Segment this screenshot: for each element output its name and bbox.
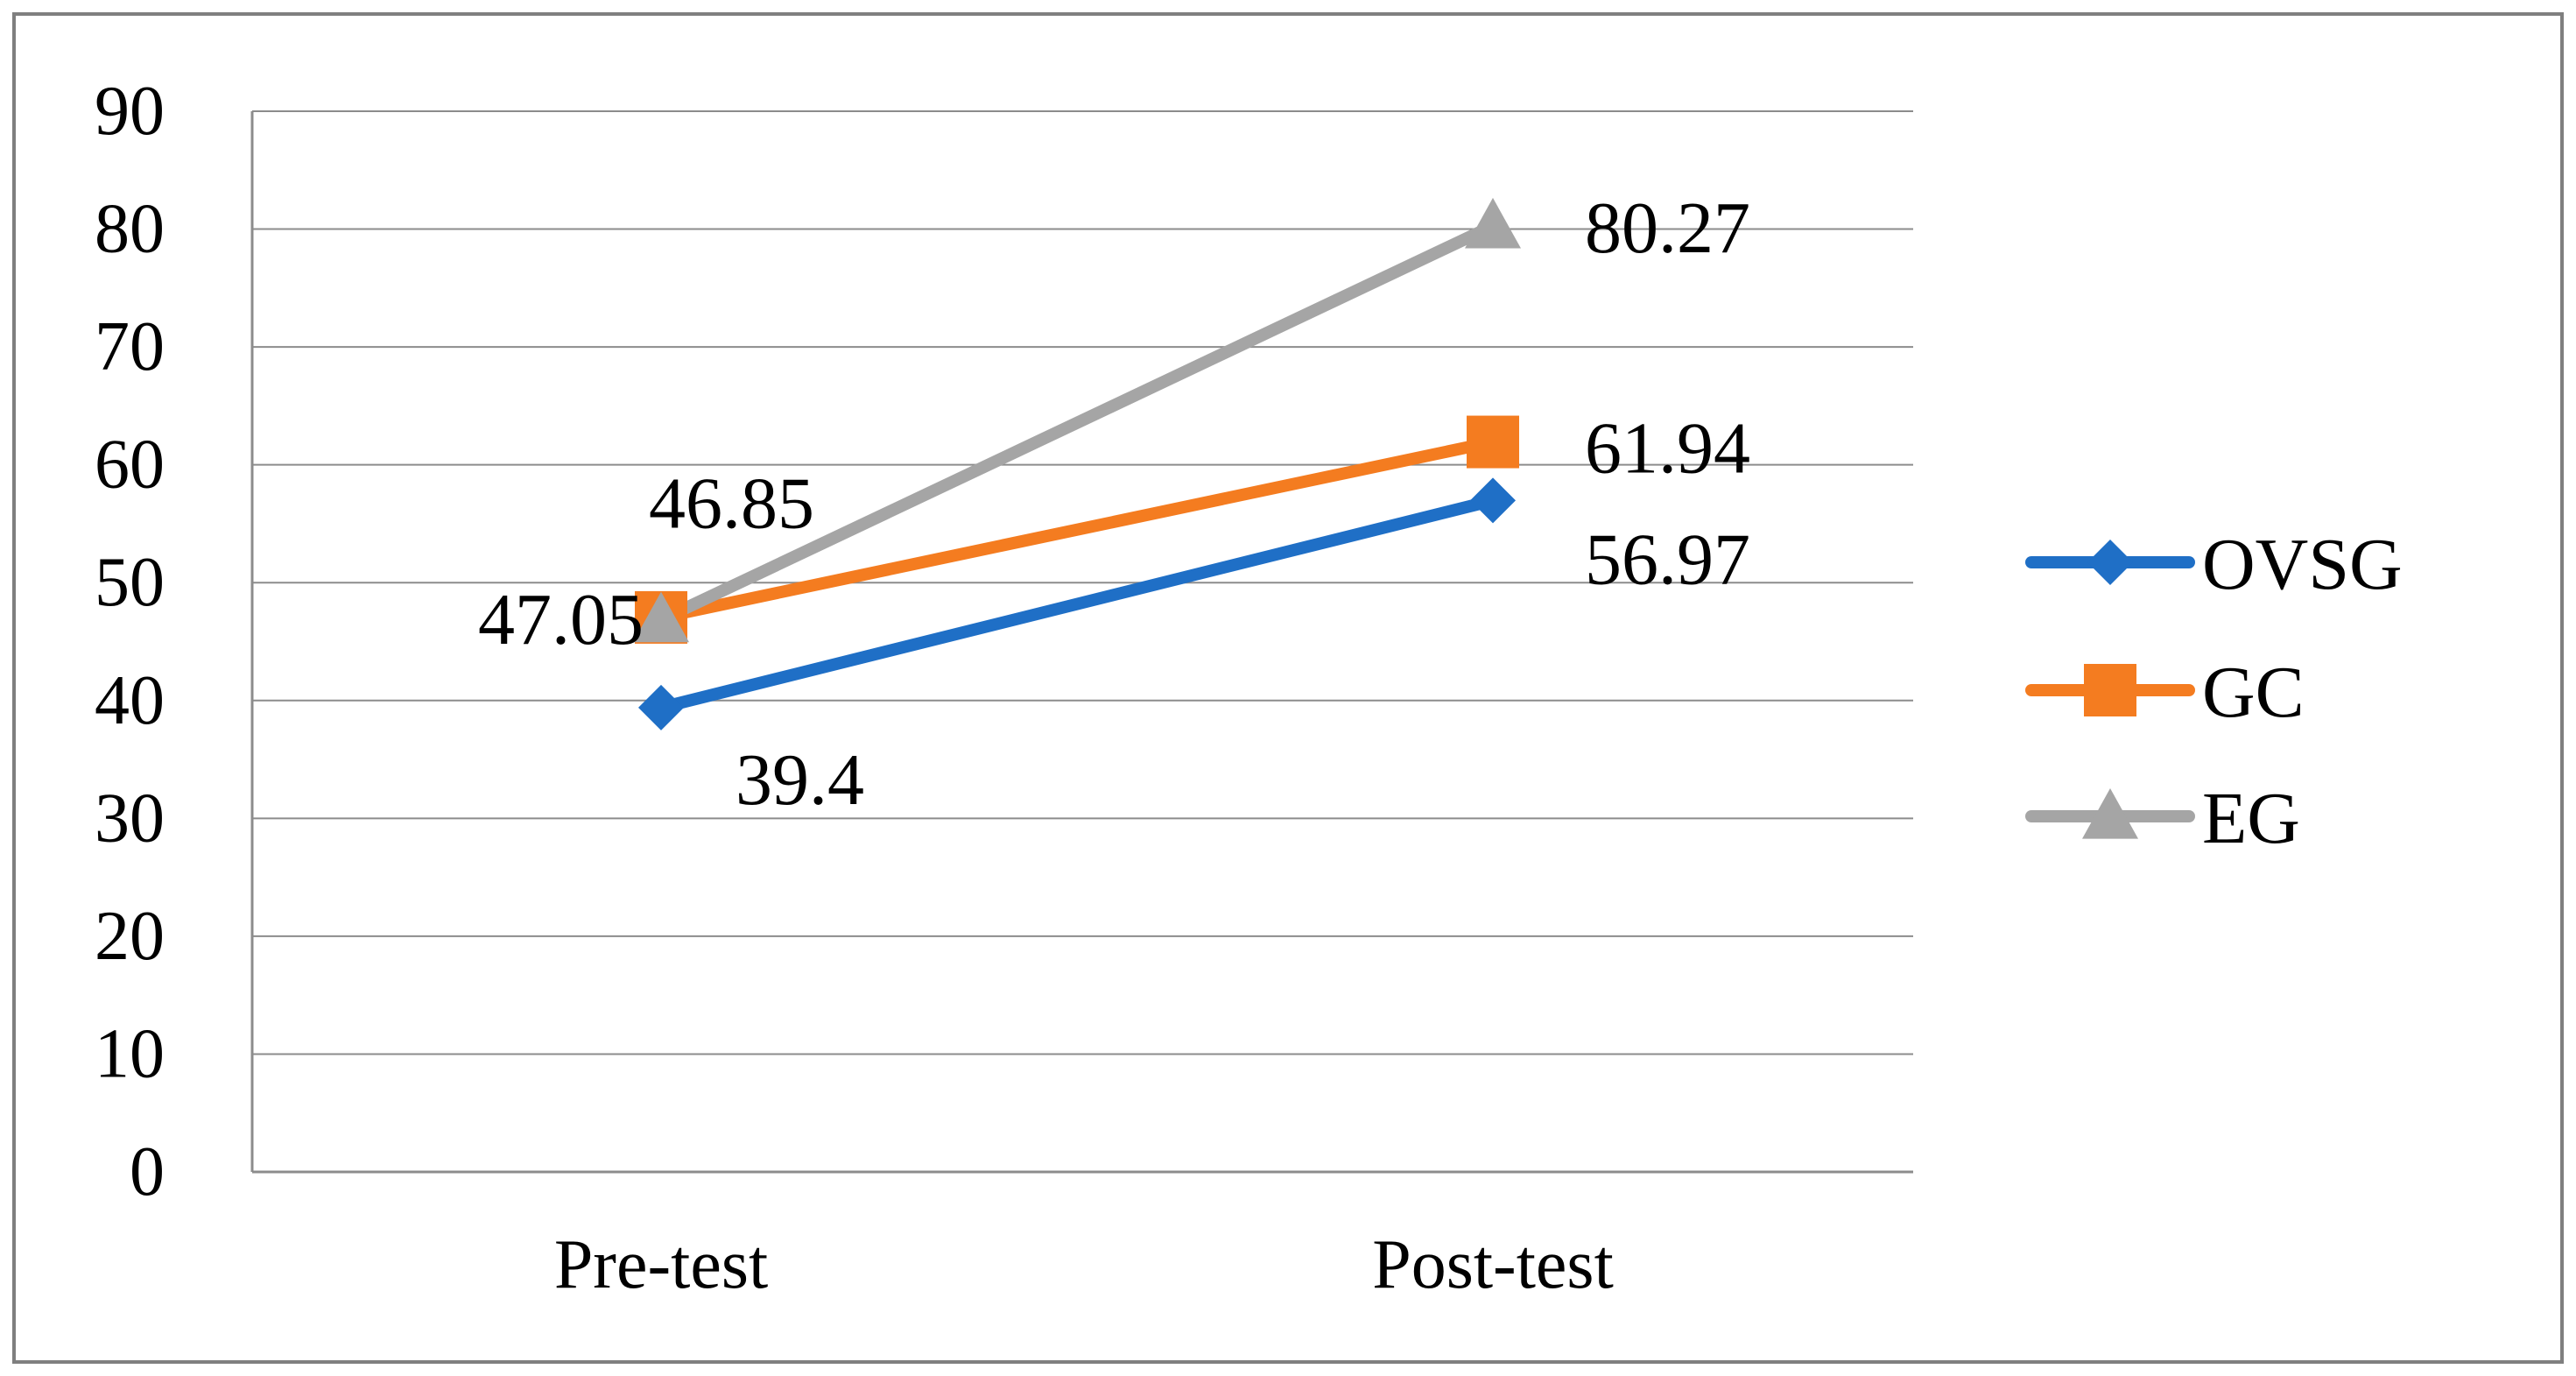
legend-label: OVSG [2202, 524, 2403, 605]
data-point-ovsg [1470, 477, 1516, 524]
legend-item-ovsg: OVSG [2025, 524, 2403, 605]
data-point-ovsg [638, 684, 684, 730]
y-tick-label: 60 [95, 427, 165, 504]
y-tick-label: 90 [95, 73, 165, 150]
data-label: 46.85 [649, 463, 814, 545]
series-lines [655, 219, 1499, 714]
legend-item-gc: GC [2025, 652, 2305, 733]
series-markers [633, 197, 1521, 730]
y-tick-label: 30 [95, 780, 165, 857]
y-axis-tick-labels: 0 10 20 30 40 50 60 70 80 90 [95, 73, 165, 1210]
x-tick-label: Post-test [1372, 1226, 1614, 1303]
legend-marker-triangle-icon [2082, 788, 2138, 839]
data-point-eg [633, 591, 689, 643]
data-label: 39.4 [735, 739, 864, 821]
data-label: 80.27 [1585, 187, 1750, 269]
y-tick-label: 20 [95, 898, 165, 975]
legend-marker-diamond-icon [2087, 540, 2133, 585]
legend-marker-square-icon [2084, 664, 2136, 716]
series-line-eg [655, 219, 1499, 626]
series-line-gc [655, 435, 1499, 624]
gridlines [252, 110, 1913, 1055]
y-tick-label: 80 [95, 191, 165, 268]
legend-label: EG [2202, 778, 2300, 859]
data-point-eg [1465, 197, 1521, 249]
x-axis-tick-labels: Pre-test Post-test [554, 1226, 1614, 1303]
data-point-gc [1467, 415, 1519, 469]
y-tick-label: 70 [95, 308, 165, 385]
y-tick-label: 40 [95, 662, 165, 739]
legend: OVSG GC EG [2025, 524, 2403, 859]
axes [250, 111, 1913, 1174]
y-tick-label: 50 [95, 544, 165, 621]
y-tick-label: 0 [130, 1133, 165, 1210]
legend-item-eg: EG [2025, 778, 2300, 859]
data-label: 47.05 [478, 579, 644, 660]
series-line-ovsg [655, 494, 1499, 714]
data-label: 61.94 [1585, 408, 1750, 490]
data-labels: 39.4 56.97 47.05 61.94 46.85 80.27 [478, 187, 1750, 821]
data-label: 56.97 [1585, 519, 1750, 600]
legend-label: GC [2202, 652, 2305, 733]
x-tick-label: Pre-test [554, 1226, 768, 1303]
y-tick-label: 10 [95, 1015, 165, 1092]
